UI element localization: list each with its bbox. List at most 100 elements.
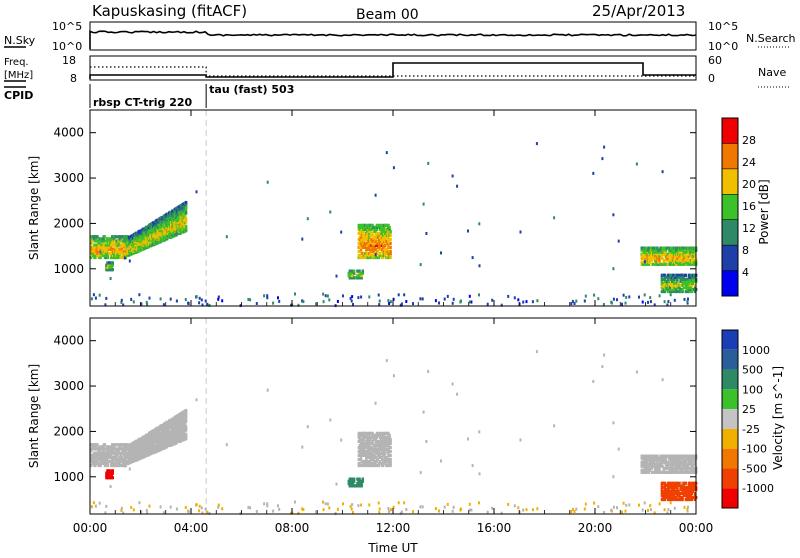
power-colorbar-label: Power [dB]: [757, 179, 771, 244]
cpid-entry-label: rbsp CT-trig 220: [93, 96, 193, 109]
power-cell: [679, 252, 682, 256]
velocity-cell: [658, 462, 661, 466]
power-cell: [371, 225, 374, 229]
power-cell: [660, 252, 663, 256]
velocity-cell: [387, 463, 390, 468]
power-cell: [680, 262, 683, 266]
velocity-cell: [106, 461, 110, 465]
power-cell: [662, 258, 665, 262]
velocity-cell: [388, 435, 391, 439]
power-cell: [624, 301, 627, 305]
velocity-cell: [660, 462, 663, 466]
power-cell: [662, 260, 665, 264]
velocity-cell: [425, 440, 428, 443]
velocity-cell: [361, 477, 364, 481]
power-cell: [91, 247, 94, 251]
velocity-cell: [649, 504, 652, 508]
power-cell: [371, 239, 374, 243]
power-cell: [365, 249, 368, 253]
power-cell: [645, 252, 649, 256]
velocity-cell: [384, 457, 387, 461]
velocity-cell: [648, 468, 652, 472]
velocity-cell: [365, 431, 368, 435]
power-cell: [95, 237, 98, 241]
velocity-cell: [671, 497, 674, 502]
velocity-cell: [670, 454, 674, 458]
freq-left-tick-bottom: 8: [70, 72, 77, 85]
velocity-cell: [322, 508, 325, 512]
velocity-colorbar-tick-label: 100: [742, 383, 763, 396]
power-cell: [371, 233, 374, 237]
power-cell: [382, 253, 385, 258]
power-cell: [686, 248, 689, 252]
velocity-cell: [663, 497, 667, 502]
cpid-entry-label: tau (fast) 503: [209, 83, 294, 96]
velocity-cell: [689, 493, 693, 497]
velocity-cell: [668, 458, 672, 462]
velocity-scatter-layer: [90, 318, 698, 516]
power-cell: [329, 210, 332, 214]
velocity-cell: [98, 451, 101, 455]
nave-label: Nave: [758, 66, 786, 79]
velocity-cell: [451, 509, 454, 513]
velocity-cell: [570, 510, 573, 514]
velocity-cell: [517, 506, 520, 510]
velocity-cell: [667, 489, 671, 493]
power-cell: [656, 246, 659, 250]
velocity-cell: [643, 501, 646, 505]
power-cell: [184, 219, 188, 223]
power-cell: [671, 283, 674, 287]
power-cell: [201, 303, 204, 307]
power-cell: [486, 302, 489, 306]
velocity-cell: [361, 441, 365, 445]
power-cell: [368, 255, 371, 260]
power-cell: [98, 237, 101, 241]
velocity-cell: [660, 487, 664, 491]
power-cell: [387, 237, 390, 241]
power-cell: [208, 303, 211, 307]
velocity-cell: [371, 441, 374, 445]
power-cell: [535, 142, 538, 146]
velocity-colorbar-tick-label: 1000: [742, 344, 770, 357]
velocity-cell: [684, 458, 687, 462]
velocity-cell: [373, 453, 376, 457]
power-cell: [266, 180, 269, 184]
power-cell: [97, 249, 100, 253]
power-cell: [350, 299, 353, 303]
velocity-cell: [507, 502, 510, 506]
velocity-cell: [675, 470, 678, 474]
power-cell: [672, 273, 675, 277]
velocity-cell: [671, 493, 674, 497]
xtick-label: 12:00: [376, 521, 411, 535]
colorbar-segment: [722, 409, 738, 429]
velocity-cell: [108, 473, 111, 477]
velocity-cell: [571, 507, 574, 511]
power-cell: [102, 239, 105, 243]
freq-panel-frame: [89, 55, 697, 81]
power-cell: [693, 275, 697, 279]
velocity-cell: [204, 507, 207, 511]
power-cell: [667, 254, 671, 258]
power-cell: [353, 271, 356, 275]
power-cell: [383, 241, 386, 245]
velocity-cell: [666, 460, 670, 464]
velocity-cell: [115, 455, 118, 459]
velocity-cell: [111, 469, 114, 473]
velocity-cell: [116, 453, 119, 457]
velocity-cell: [368, 503, 371, 507]
power-cell: [342, 294, 344, 298]
power-cell: [677, 275, 680, 279]
power-cell: [90, 241, 93, 245]
velocity-cell: [351, 503, 354, 507]
power-cell: [667, 283, 671, 287]
velocity-cell: [370, 445, 373, 449]
nsky-left-tick-top: 10^5: [52, 20, 82, 33]
power-cell: [647, 246, 651, 250]
power-cell: [144, 225, 148, 229]
velocity-cell: [392, 505, 395, 509]
power-cell: [382, 233, 385, 237]
velocity-cell: [368, 443, 371, 447]
velocity-cell: [622, 501, 625, 505]
velocity-cell: [612, 421, 615, 425]
power-cell: [130, 297, 133, 301]
